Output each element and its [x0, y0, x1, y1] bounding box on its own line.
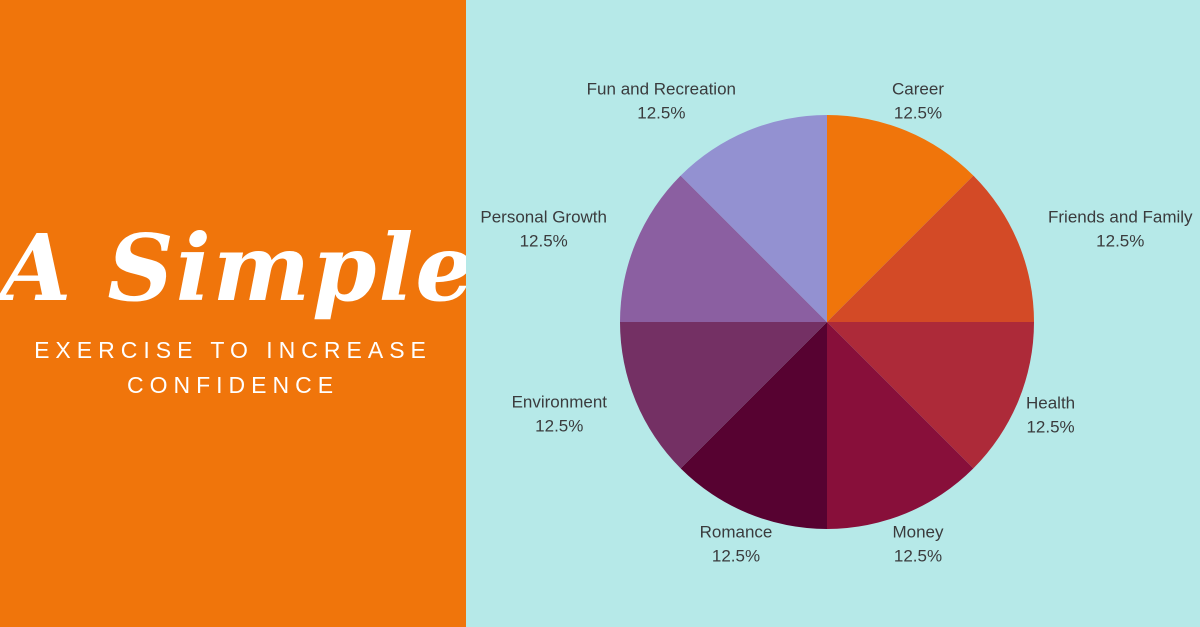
pie-label-romance: Romance 12.5%	[700, 521, 773, 568]
pie-label-fun-and-recreation: Fun and Recreation 12.5%	[587, 78, 736, 125]
pie-label-category: Health	[1026, 393, 1076, 413]
pie-chart	[620, 115, 1034, 529]
page-title: A Simple	[0, 214, 476, 322]
left-panel: A Simple EXERCISE TO INCREASE CONFIDENCE	[0, 0, 476, 627]
pie-label-friends-and-family: Friends and Family 12.5%	[1048, 206, 1193, 253]
pie-slice-money	[827, 322, 974, 529]
subtitle-line-1: EXERCISE TO INCREASE	[34, 337, 432, 364]
pie-slice-romance	[680, 322, 827, 529]
pie-label-percentage: 12.5%	[535, 416, 584, 435]
pie-label-category: Money	[892, 522, 944, 542]
pie-label-career: Career 12.5%	[892, 78, 944, 125]
pie-label-percentage: 12.5%	[637, 103, 686, 122]
pie-label-category: Fun and Recreation	[586, 79, 736, 99]
pie-slice-environment	[620, 322, 827, 469]
subtitle-line-2: CONFIDENCE	[126, 372, 340, 399]
pie-label-category: Romance	[699, 522, 773, 542]
pie-slice-health	[827, 322, 1034, 469]
pie-label-percentage: 12.5%	[893, 546, 943, 565]
pie-label-category: Personal Growth	[480, 207, 607, 227]
pie-label-money: Money 12.5%	[892, 521, 943, 568]
pie-label-personal-growth: Personal Growth 12.5%	[480, 206, 607, 253]
pie-slice-career	[827, 115, 974, 322]
pie-label-percentage: 12.5%	[1026, 417, 1075, 436]
pie-label-category: Environment	[511, 392, 607, 412]
pie-label-category: Career	[892, 79, 944, 99]
pie-label-percentage: 12.5%	[893, 103, 943, 122]
pie-slice-fun-and-recreation	[680, 115, 827, 322]
page-subtitle: EXERCISE TO INCREASE CONFIDENCE	[0, 333, 466, 403]
pie-slice-personal-growth	[620, 175, 827, 322]
pie-slice-friends-and-family	[827, 175, 1034, 322]
pie-label-percentage: 12.5%	[519, 231, 568, 250]
pie-label-health: Health 12.5%	[1026, 392, 1075, 439]
pie-label-percentage: 12.5%	[711, 546, 761, 565]
pie-label-environment: Environment 12.5%	[512, 391, 607, 438]
pie-label-category: Friends and Family	[1048, 207, 1193, 227]
title-block: A Simple EXERCISE TO INCREASE CONFIDENCE	[0, 214, 476, 403]
pie-label-percentage: 12.5%	[1096, 231, 1145, 250]
